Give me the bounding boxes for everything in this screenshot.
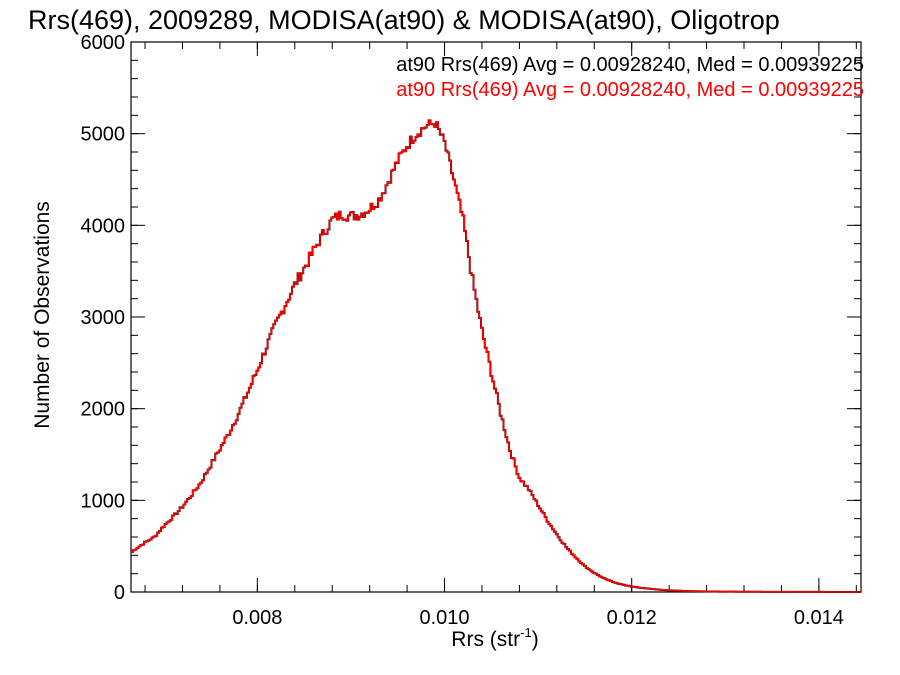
series-layer [131,119,861,593]
y-tick-label: 4000 [81,215,126,237]
plot-border [130,41,862,593]
y-tick-label: 6000 [81,32,126,54]
x-axis-ticks [144,42,857,592]
chart-title: Rrs(469), 2009289, MODISA(at90) & MODISA… [28,5,780,35]
x-axis-label-text: Rrs (str [451,628,520,651]
x-axis-label-superscript: -1 [520,625,532,640]
legend-entry: at90 Rrs(469) Avg = 0.00928240, Med = 0.… [396,79,864,101]
series-line-black [131,119,861,593]
y-tick-label: 1000 [81,490,126,512]
x-tick-label: 0.014 [794,607,844,629]
legend-entry: at90 Rrs(469) Avg = 0.00928240, Med = 0.… [396,54,864,76]
x-axis-label: Rrs (str-1) [451,625,538,651]
y-tick-label: 2000 [81,399,126,421]
x-axis-label-close: ) [532,628,539,651]
y-tick-label: 5000 [81,124,126,146]
x-tick-label: 0.010 [419,607,469,629]
x-axis-tick-labels: 0.008 0.010 0.012 0.014 [232,607,844,629]
x-tick-label: 0.012 [607,607,657,629]
legend: at90 Rrs(469) Avg = 0.00928240, Med = 0.… [396,54,864,101]
y-tick-label: 3000 [81,307,126,329]
y-tick-label: 0 [114,582,125,604]
y-axis-tick-labels: 0 1000 2000 3000 4000 5000 6000 [81,32,126,604]
x-tick-label: 0.008 [232,607,282,629]
y-axis-label: Number of Observations [31,201,54,429]
series-line-red [131,119,861,593]
plot-frame [130,41,862,593]
y-axis-ticks [131,41,861,593]
